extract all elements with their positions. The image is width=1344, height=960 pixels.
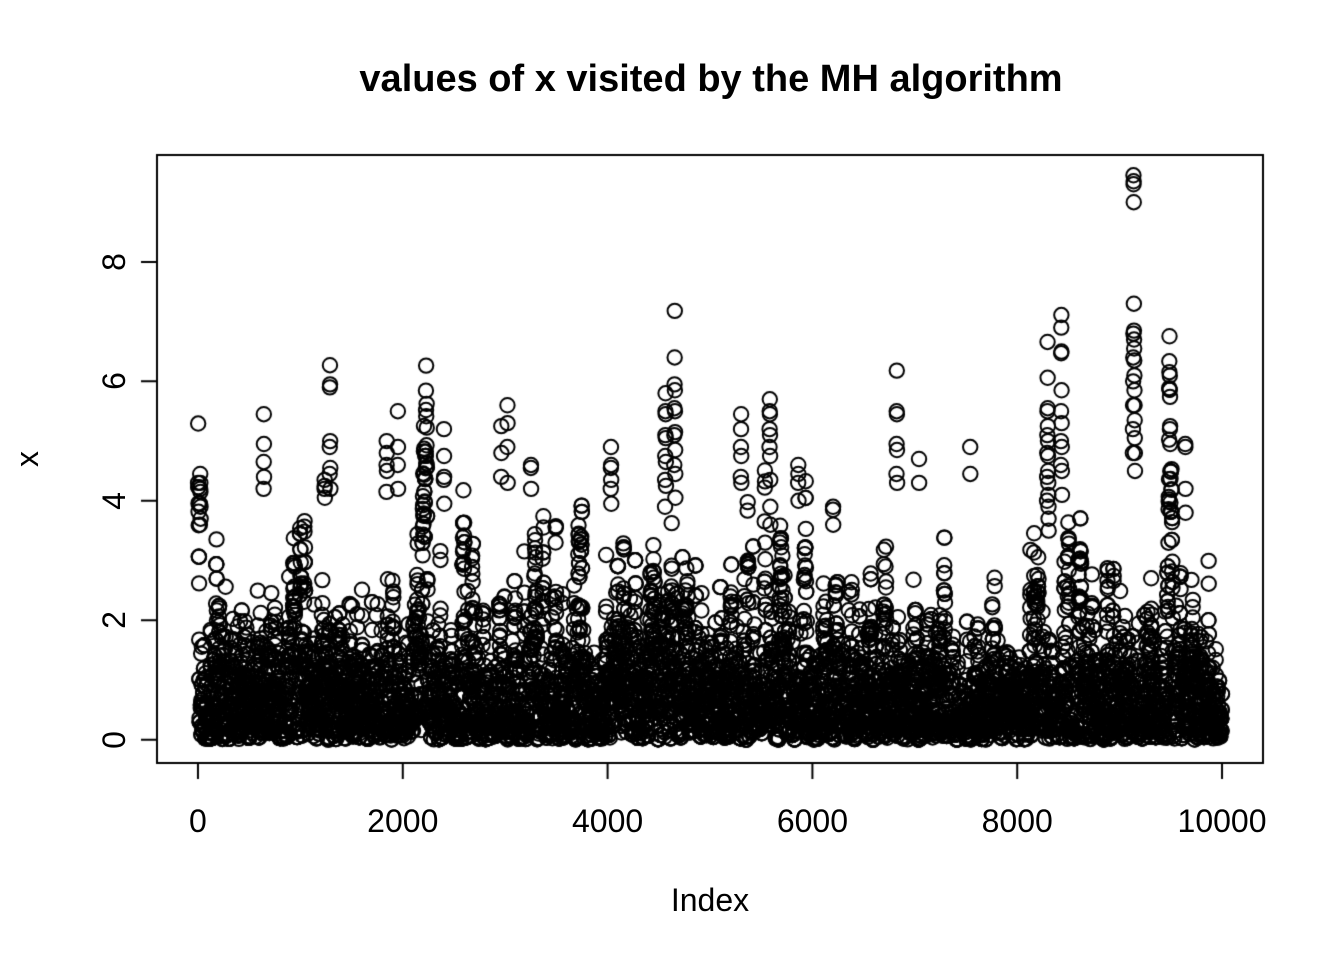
x-tick-label: 6000 <box>776 803 848 839</box>
x-tick-label: 8000 <box>981 803 1053 839</box>
x-tick-label: 10000 <box>1177 803 1267 839</box>
x-tick-label: 0 <box>189 803 207 839</box>
y-tick-label: 2 <box>96 611 132 630</box>
y-axis-label: x <box>9 451 45 467</box>
y-tick-label: 6 <box>96 372 132 391</box>
x-axis-label: Index <box>670 882 750 918</box>
y-tick-label: 4 <box>96 491 132 510</box>
y-tick-label: 8 <box>96 253 132 271</box>
x-tick-label: 4000 <box>571 803 644 839</box>
x-tick-label: 2000 <box>367 803 439 839</box>
y-tick-label: 0 <box>96 730 132 749</box>
chart-title: values of x visited by the MH algorithm <box>359 58 1063 100</box>
